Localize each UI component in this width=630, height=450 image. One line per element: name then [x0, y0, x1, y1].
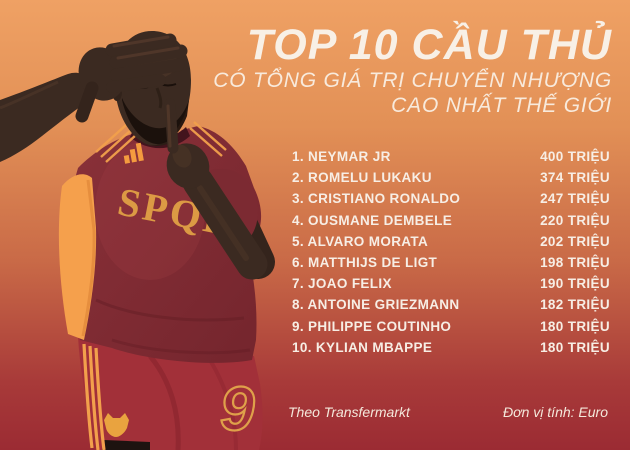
player-name: 1. NEYMAR JR: [292, 149, 391, 165]
player-name: 5. ALVARO MORATA: [292, 233, 429, 249]
player-name: 8. ANTOINE GRIEZMANN: [292, 297, 460, 313]
table-row: 7. JOAO FELIX 190 TRIỆU: [292, 273, 610, 294]
table-row: 4. OUSMANE DEMBELE 220 TRIỆU: [292, 210, 610, 231]
player-value: 374 TRIỆU: [540, 170, 610, 186]
player-name: 6. MATTHIJS DE LIGT: [292, 255, 438, 271]
footer: Theo Transfermarkt Đơn vị tính: Euro: [288, 404, 608, 420]
shush-arm: [164, 98, 275, 280]
table-row: 1. NEYMAR JR 400 TRIỆU: [292, 146, 610, 167]
player-name: 7. JOAO FELIX: [292, 276, 392, 292]
table-row: 9. PHILIPPE COUTINHO 180 TRIỆU: [292, 316, 610, 337]
unit-note: Đơn vị tính: Euro: [503, 404, 608, 420]
player-value: 182 TRIỆU: [540, 297, 610, 313]
raised-arm: [0, 33, 188, 162]
player-ranking-list: 1. NEYMAR JR 400 TRIỆU 2. ROMELU LUKAKU …: [292, 146, 610, 358]
shush-finger: [164, 98, 179, 154]
table-row: 10. KYLIAN MBAPPE 180 TRIỆU: [292, 337, 610, 358]
player-name: 3. CRISTIANO RONALDO: [292, 191, 461, 207]
shorts-number: 9: [220, 375, 255, 444]
page-subtitle-line1: CÓ TỔNG GIÁ TRỊ CHUYỂN NHƯỢNG: [213, 69, 612, 92]
adidas-logo-icon: [123, 142, 144, 164]
table-row: 2. ROMELU LUKAKU 374 TRIỆU: [292, 167, 610, 188]
player-value: 400 TRIỆU: [540, 149, 610, 165]
player-leg: [102, 440, 150, 450]
player-name: 2. ROMELU LUKAKU: [292, 170, 432, 186]
player-value: 198 TRIỆU: [540, 255, 610, 271]
player-value: 220 TRIỆU: [540, 212, 610, 228]
table-row: 8. ANTOINE GRIEZMANN 182 TRIỆU: [292, 294, 610, 315]
player-name: 4. OUSMANE DEMBELE: [292, 212, 453, 228]
player-name: 10. KYLIAN MBAPPE: [292, 339, 433, 355]
table-row: 5. ALVARO MORATA 202 TRIỆU: [292, 231, 610, 252]
player-value: 180 TRIỆU: [540, 339, 610, 355]
roma-wolf-crest-icon: [104, 413, 129, 437]
player-value: 180 TRIỆU: [540, 318, 610, 334]
player-value: 202 TRIỆU: [540, 233, 610, 249]
shorts-stripes: [82, 343, 106, 450]
player-value: 190 TRIỆU: [540, 276, 610, 292]
player-name: 9. PHILIPPE COUTINHO: [292, 318, 452, 334]
player-value: 247 TRIỆU: [540, 191, 610, 207]
player-photo: SPQR 9: [0, 31, 275, 450]
table-row: 6. MATTHIJS DE LIGT 198 TRIỆU: [292, 252, 610, 273]
table-row: 3. CRISTIANO RONALDO 247 TRIỆU: [292, 188, 610, 209]
page-subtitle-line2: CAO NHẤT THẾ GIỚI: [391, 93, 612, 117]
header: TOP 10 CẦU THỦ CÓ TỔNG GIÁ TRỊ CHUYỂN NH…: [213, 21, 612, 118]
source-credit: Theo Transfermarkt: [288, 404, 410, 420]
page-title: TOP 10 CẦU THỦ: [246, 21, 612, 69]
jersey-orange-panel: [58, 174, 97, 340]
